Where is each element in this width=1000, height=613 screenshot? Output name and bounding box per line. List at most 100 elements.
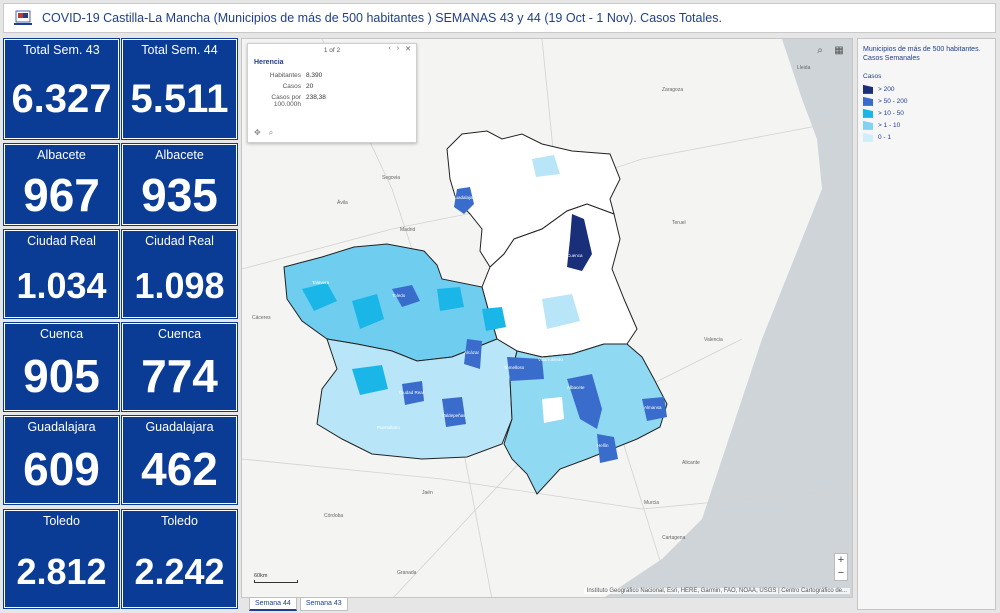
scale-bar: 60km: [254, 573, 298, 583]
city-label-lleida: Lleida: [797, 65, 811, 71]
stat-card-value: 5.511: [130, 77, 229, 121]
city-label-murcia: Murcia: [644, 500, 659, 506]
city-label-valencia: Valencia: [704, 337, 723, 343]
city-label-teruel: Teruel: [672, 220, 686, 226]
legend-item: > 10 - 50: [863, 108, 990, 118]
muni-label-toledo: Toledo: [392, 293, 406, 298]
muni-label-guadalajara: Guadalajara: [452, 195, 477, 200]
scale-label: 60km: [254, 573, 268, 579]
muni-label-almansa: Almansa: [644, 405, 662, 410]
legend-item-label: > 200: [878, 85, 895, 93]
stat-card-value: 967: [23, 169, 100, 221]
stat-card-ciudad-real-week-44: Ciudad Real 1.098: [121, 229, 238, 319]
muni-label-talavera: Talavera: [312, 280, 330, 285]
stat-card-ciudad-real-week-43: Ciudad Real 1.034: [3, 229, 120, 319]
sea-area: [605, 39, 852, 597]
city-label-zaragoza: Zaragoza: [662, 87, 683, 93]
popup-row-key: Habitantes: [269, 72, 301, 79]
legend-item-label: > 1 - 10: [878, 121, 901, 129]
popup-pager: 1 of 2: [323, 46, 341, 54]
muni-label-albacete: Albacete: [567, 385, 585, 390]
stat-card-toledo-week-43: Toledo 2.812: [3, 509, 120, 609]
popup-row: Casos 20: [248, 83, 416, 90]
muni-label-villarrobledo: Villarrobledo: [538, 357, 563, 362]
popup-row: Habitantes 8.390: [248, 72, 416, 79]
city-label-alicante: Alicante: [682, 460, 700, 466]
popup-row: Casos por 100.000h 238,38: [248, 94, 416, 108]
close-icon[interactable]: ✕: [405, 46, 411, 53]
search-icon[interactable]: ⌕: [268, 128, 274, 137]
legend-panel: Municipios de más de 500 habitantes. Cas…: [857, 38, 996, 610]
city-label-jaen: Jaén: [422, 490, 433, 496]
city-label-caceres: Cáceres: [252, 315, 271, 321]
city-label-avila: Ávila: [337, 199, 348, 206]
stat-card-label: Toledo: [161, 514, 198, 528]
legend-item: > 200: [863, 84, 990, 94]
zoom-in-button[interactable]: +: [837, 554, 845, 566]
stat-card-label: Ciudad Real: [27, 234, 96, 248]
stat-card-value: 1.098: [134, 265, 225, 306]
stat-card-value: 6.327: [11, 77, 112, 121]
stat-card-label: Ciudad Real: [145, 234, 214, 248]
stat-card-cuenca-week-44: Cuenca 774: [121, 322, 238, 412]
dashboard-header: COVID-19 Castilla-La Mancha (Municipios …: [3, 3, 996, 33]
popup-place-name: Herencia: [254, 59, 284, 66]
muni-label-ciudad-real: Ciudad Real: [399, 390, 424, 395]
popup-row-value: 20: [306, 83, 314, 90]
stat-card-label: Total Sem. 44: [141, 43, 218, 57]
basemap-gallery-icon[interactable]: ▦: [834, 44, 844, 56]
stat-card-label: Cuenca: [157, 327, 202, 341]
municipality-cells[interactable]: [302, 155, 667, 463]
stat-card-toledo-week-44: Toledo 2.242: [121, 509, 238, 609]
map-view[interactable]: Zaragoza Madrid Valencia Murcia Córdoba …: [241, 38, 853, 598]
region-coat-of-arms-icon: [14, 10, 32, 25]
stat-card-total-week-44: Total Sem. 44 5.511: [121, 38, 238, 140]
map-search-icon[interactable]: ⌕: [817, 44, 823, 56]
stat-card-value: 2.812: [16, 551, 107, 592]
basemap[interactable]: Zaragoza Madrid Valencia Murcia Córdoba …: [242, 39, 853, 598]
legend-item-label: > 50 - 200: [878, 97, 908, 105]
tab-week-44[interactable]: Semana 44: [249, 597, 297, 611]
stat-card-value: 774: [141, 350, 218, 402]
legend-item: > 1 - 10: [863, 120, 990, 130]
stat-card-value: 935: [141, 169, 218, 221]
stat-card-total-week-43: Total Sem. 43 6.327: [3, 38, 120, 140]
legend-item-label: > 10 - 50: [878, 109, 904, 117]
muni-label-tomelloso: Tomelloso: [504, 365, 525, 370]
zoom-to-icon[interactable]: ✥: [254, 128, 261, 137]
stat-card-value: 462: [141, 443, 218, 495]
stat-card-label: Albacete: [37, 148, 86, 162]
muni-label-alcazar: Alcázar: [464, 350, 480, 355]
stat-card-value: 609: [23, 443, 100, 495]
legend-swatch: [863, 120, 873, 130]
city-label-granada: Granada: [397, 570, 417, 576]
muni-label-puertollano: Puertollano: [377, 425, 400, 430]
city-label-madrid: Madrid: [400, 227, 416, 233]
tab-week-43[interactable]: Semana 43: [299, 597, 348, 611]
week-tabs: Semana 44 Semana 43: [249, 597, 351, 611]
popup-row-key: Casos: [282, 83, 301, 90]
stat-card-label: Toledo: [43, 514, 80, 528]
legend-title: Municipios de más de 500 habitantes. Cas…: [863, 46, 981, 63]
muni-label-valdepenas: Valdepeñas: [442, 413, 466, 418]
city-label-cartagena: Cartagena: [662, 535, 686, 541]
stat-card-label: Cuenca: [39, 327, 84, 341]
stat-card-guadalajara-week-43: Guadalajara 609: [3, 415, 120, 505]
legend-item-label: 0 - 1: [878, 133, 892, 141]
city-label-cordoba: Córdoba: [324, 513, 343, 519]
stat-card-guadalajara-week-44: Guadalajara 462: [121, 415, 238, 505]
chevron-right-icon[interactable]: ›: [396, 45, 400, 52]
stat-card-label: Albacete: [155, 148, 204, 162]
popup-row-value: 238,38: [306, 94, 326, 101]
legend-swatch: [863, 108, 873, 118]
stat-card-label: Total Sem. 43: [23, 43, 100, 57]
map-attribution: Instituto Geográfico Nacional, Esri, HER…: [583, 588, 850, 594]
stat-card-albacete-week-43: Albacete 967: [3, 143, 120, 226]
page-title: COVID-19 Castilla-La Mancha (Municipios …: [42, 11, 722, 25]
city-label-segovia: Segovia: [382, 175, 400, 181]
feature-popup[interactable]: 1 of 2 ‹ › ✕ Herencia Habitantes 8.390 C…: [247, 43, 417, 143]
legend-swatch: [863, 84, 873, 94]
zoom-out-button[interactable]: −: [837, 567, 845, 579]
map-toolbar: ⌕ ▦: [813, 43, 846, 57]
chevron-left-icon[interactable]: ‹: [388, 45, 391, 52]
